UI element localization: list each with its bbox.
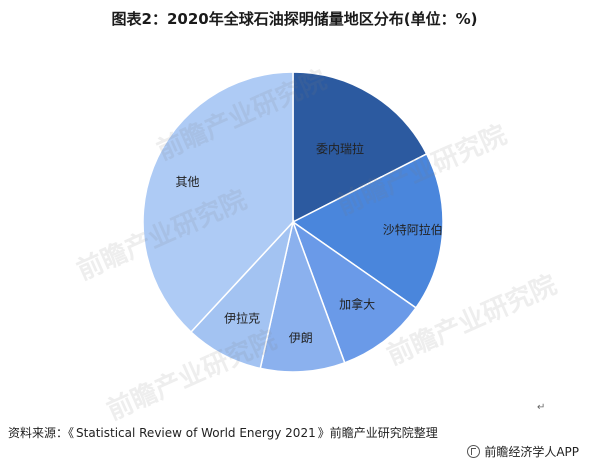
- pie-slice-4: [259, 219, 346, 373]
- pie-slice-3: [291, 220, 418, 364]
- pie-slice-2: [291, 152, 444, 309]
- pie-slice-1: [292, 71, 428, 224]
- qianzhan-logo-icon: [467, 445, 481, 458]
- slice-label-2: 沙特阿拉伯: [383, 222, 443, 237]
- footer-brand-text: 前瞻经济学人APP: [484, 445, 579, 459]
- source-close-quote: 》: [317, 426, 330, 440]
- source-title: Statistical Review of World Energy 2021: [76, 426, 316, 440]
- slice-label-4: 伊朗: [289, 331, 313, 345]
- slice-label-3: 加拿大: [339, 297, 375, 312]
- slice-label-1: 委内瑞拉: [316, 141, 364, 156]
- source-note: 资料来源：《 Statistical Review of World Energy…: [8, 424, 438, 441]
- slice-label-6: 其他: [175, 175, 199, 189]
- source-open-quote: 《: [68, 426, 75, 440]
- source-prefix: 资料来源：: [8, 426, 69, 440]
- return-mark: ↵: [537, 402, 546, 413]
- slice-label-5: 伊拉克: [224, 310, 260, 325]
- source-suffix: 前瞻产业研究院整理: [329, 426, 438, 440]
- footer-brand: 前瞻经济学人APP: [467, 443, 579, 460]
- chart-title: 图表2：2020年全球石油探明储量地区分布(单位：%): [111, 10, 478, 28]
- pie-slice-6: [142, 71, 294, 334]
